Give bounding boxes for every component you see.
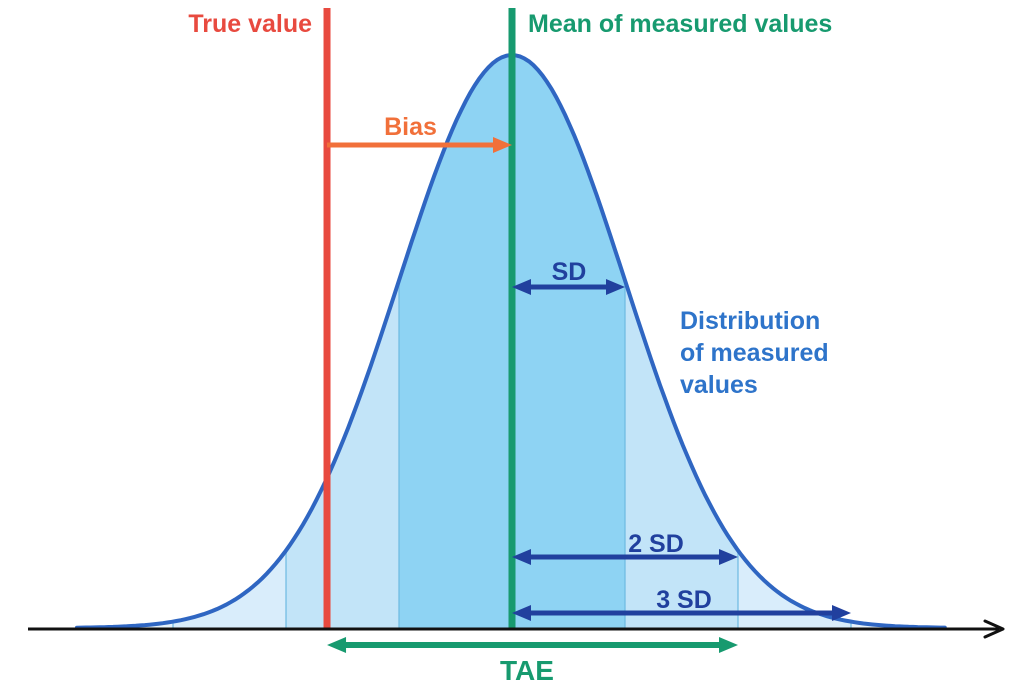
3sd-arrow-head: [832, 605, 851, 621]
tae-arrow-head: [327, 637, 347, 653]
three-sd-label: 3 SD: [656, 586, 712, 614]
true-value-label: True value: [188, 10, 312, 38]
distribution-label: Distribution of measured values: [680, 307, 829, 399]
x-axis-arrowhead: [983, 619, 1005, 639]
3sd-arrow-head: [512, 605, 531, 621]
sd-arrow-head: [606, 279, 625, 295]
bias-label: Bias: [384, 113, 437, 141]
sd-arrow-head: [512, 279, 531, 295]
bias-arrow-head: [493, 137, 512, 153]
2sd-arrow-head: [719, 549, 738, 565]
2sd-arrow-head: [512, 549, 531, 565]
tae-arrow-head: [719, 637, 738, 653]
tae-label: TAE: [500, 655, 554, 685]
mean-label: Mean of measured values: [528, 10, 833, 38]
two-sd-label: 2 SD: [628, 530, 684, 558]
sd-label: SD: [551, 258, 587, 286]
